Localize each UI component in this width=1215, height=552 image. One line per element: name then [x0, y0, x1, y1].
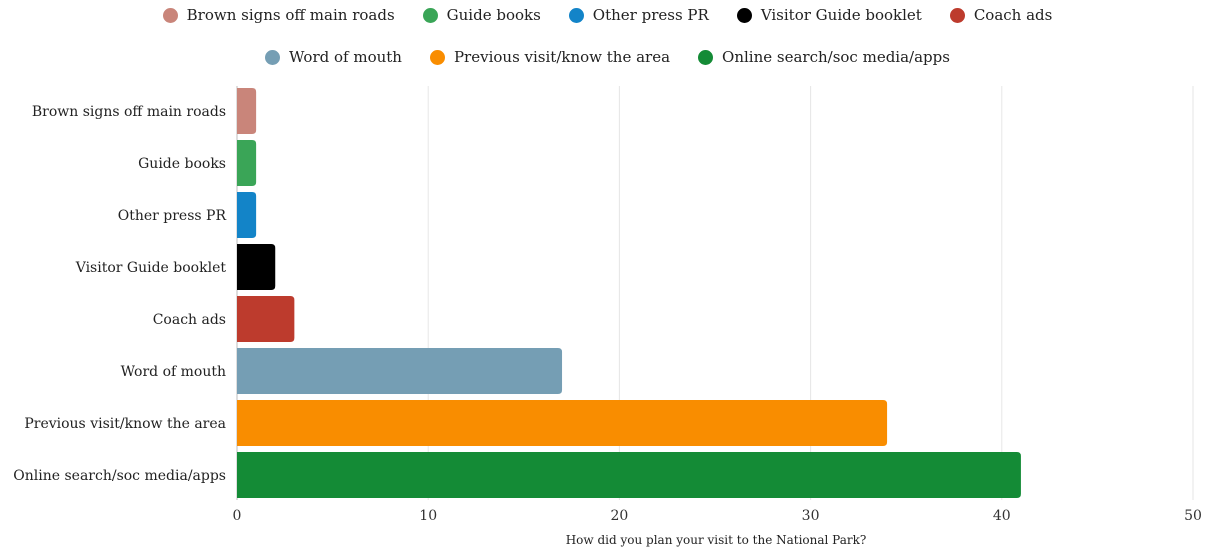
category-label-brown-signs-off-main-roads: Brown signs off main roads [32, 104, 226, 120]
category-labels: Brown signs off main roads Guide books Oth… [13, 104, 226, 484]
bar-guide-books [237, 140, 257, 186]
bar-previous-visit-know-the-area [237, 400, 888, 446]
legend-label-online-search-soc-media-apps: Online search/soc media/apps [722, 48, 950, 66]
legend-swatch-brown-signs-off-main-roads [162, 7, 178, 23]
legend-swatch-other-press-pr [568, 7, 584, 23]
bar-other-press-pr [237, 192, 257, 238]
category-label-word-of-mouth: Word of mouth [121, 364, 226, 380]
legend-label-visitor-guide-booklet: Visitor Guide booklet [760, 6, 922, 24]
bar-brown-signs-off-main-roads [237, 88, 257, 134]
legend-label-other-press-pr: Other press PR [592, 6, 709, 24]
legend-swatch-coach-ads [949, 7, 965, 23]
x-tick-label-0: 0 [233, 508, 242, 524]
bar-online-search-soc-media-apps [237, 452, 1021, 498]
legend-label-previous-visit-know-the-area: Previous visit/know the area [453, 48, 671, 66]
legend-item-guide-books[interactable]: Guide books [422, 6, 541, 24]
legend-swatch-guide-books [422, 7, 438, 23]
legend-swatch-previous-visit-know-the-area [429, 49, 445, 65]
legend-swatch-word-of-mouth [265, 49, 281, 65]
category-label-coach-ads: Coach ads [153, 312, 226, 328]
category-label-other-press-pr: Other press PR [118, 208, 227, 224]
legend-swatch-visitor-guide-booklet [736, 7, 752, 23]
legend-label-coach-ads: Coach ads [973, 6, 1053, 24]
bars [237, 88, 1021, 498]
category-label-guide-books: Guide books [138, 156, 226, 172]
legend-item-online-search-soc-media-apps[interactable]: Online search/soc media/apps [698, 48, 950, 66]
legend-swatch-online-search-soc-media-apps [698, 49, 714, 65]
x-tick-label-20: 20 [610, 508, 628, 524]
category-label-visitor-guide-booklet: Visitor Guide booklet [75, 260, 227, 276]
legend-item-coach-ads[interactable]: Coach ads [949, 6, 1053, 24]
bar-visitor-guide-booklet [237, 244, 276, 290]
legend-item-visitor-guide-booklet[interactable]: Visitor Guide booklet [736, 6, 922, 24]
category-label-previous-visit-know-the-area: Previous visit/know the area [24, 416, 226, 432]
x-axis-title: How did you plan your visit to the Natio… [566, 533, 867, 547]
x-tick-label-40: 40 [993, 508, 1011, 524]
legend-label-word-of-mouth: Word of mouth [289, 48, 402, 66]
x-tick-labels: 0 10 20 30 40 50 [233, 508, 1202, 524]
bar-word-of-mouth [237, 348, 563, 394]
legend-row-2: Word of mouth Previous visit/know the are… [0, 48, 1215, 66]
x-tick-label-10: 10 [419, 508, 437, 524]
x-tick-label-50: 50 [1184, 508, 1202, 524]
legend-item-previous-visit-know-the-area[interactable]: Previous visit/know the area [429, 48, 671, 66]
legend-row-1: Brown signs off main roads Guide books Oth… [0, 6, 1215, 24]
legend-label-guide-books: Guide books [446, 6, 541, 24]
x-tick-label-30: 30 [802, 508, 820, 524]
legend-label-brown-signs-off-main-roads: Brown signs off main roads [186, 6, 395, 24]
bar-coach-ads [237, 296, 295, 342]
category-label-online-search-soc-media-apps: Online search/soc media/apps [13, 468, 226, 484]
legend-item-brown-signs-off-main-roads[interactable]: Brown signs off main roads [162, 6, 395, 24]
legend-item-other-press-pr[interactable]: Other press PR [568, 6, 709, 24]
legend-item-word-of-mouth[interactable]: Word of mouth [265, 48, 402, 66]
